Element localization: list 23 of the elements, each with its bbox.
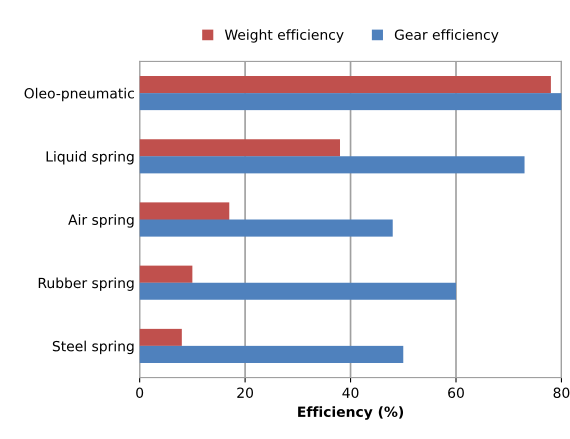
y-tick-label: Air spring bbox=[68, 214, 134, 228]
bar bbox=[140, 156, 525, 174]
bar bbox=[140, 220, 393, 237]
bar bbox=[140, 76, 551, 94]
legend-label: Weight efficiency bbox=[224, 29, 344, 43]
x-axis-title: Efficiency (%) bbox=[298, 406, 404, 420]
x-tick-label: 80 bbox=[554, 388, 570, 398]
x-tick-label: 20 bbox=[237, 388, 254, 398]
bar bbox=[140, 139, 340, 156]
legend-label: Gear efficiency bbox=[394, 29, 498, 43]
bar bbox=[140, 346, 404, 363]
x-tick-label: 60 bbox=[448, 388, 464, 398]
x-tick-label: 40 bbox=[342, 388, 358, 398]
y-tick-label: Oleo-pneumatic bbox=[24, 88, 134, 102]
bar bbox=[140, 328, 182, 346]
y-tick-label: Steel spring bbox=[52, 340, 134, 354]
bar bbox=[140, 282, 456, 300]
bar bbox=[140, 202, 230, 220]
bar bbox=[140, 266, 192, 283]
y-tick-label: Rubber spring bbox=[38, 277, 134, 291]
y-tick-label: Liquid spring bbox=[46, 151, 134, 164]
x-tick-label: 0 bbox=[136, 388, 144, 398]
bar bbox=[140, 93, 562, 110]
